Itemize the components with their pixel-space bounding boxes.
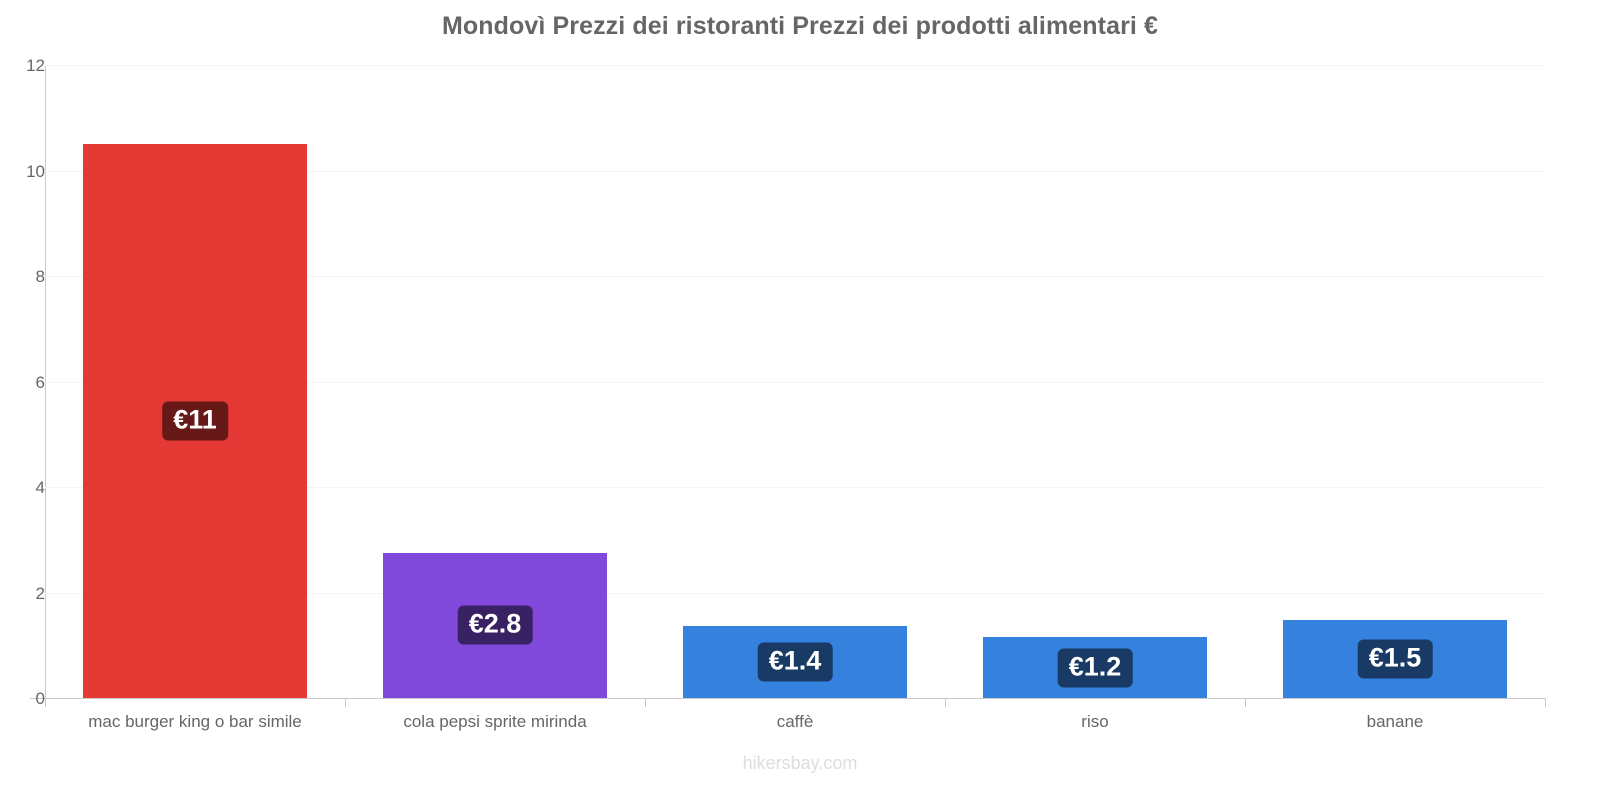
x-axis-tick — [1245, 698, 1246, 707]
y-axis-tick-label: 8 — [35, 267, 45, 286]
gridline — [45, 487, 1545, 488]
gridline — [45, 170, 1545, 172]
gridline — [45, 276, 1545, 277]
y-axis-tick-label: 12 — [26, 56, 45, 75]
gridline — [45, 592, 1545, 594]
chart-title: Mondovì Prezzi dei ristoranti Prezzi dei… — [441, 12, 1159, 40]
x-axis-tick — [1545, 698, 1546, 707]
x-axis-tick — [945, 698, 946, 707]
bar-value-label: €1.2 — [1057, 648, 1133, 688]
x-axis-tick-label: riso — [1081, 712, 1109, 731]
x-axis-tick-label: mac burger king o bar simile — [88, 712, 302, 731]
bar-value-label: €11 — [162, 401, 228, 441]
x-axis-tick — [345, 698, 346, 707]
y-axis-tick-label: 2 — [35, 583, 45, 603]
x-axis-line — [30, 698, 1545, 699]
gridline — [45, 381, 1545, 383]
x-axis-tick — [45, 698, 46, 707]
bar-value-label: €2.8 — [457, 605, 533, 645]
plot-area — [45, 65, 1545, 698]
bar-value-label: €1.5 — [1357, 639, 1433, 679]
y-axis-tick-label: 0 — [35, 689, 45, 708]
y-axis-tick-label: 6 — [35, 372, 45, 392]
x-axis-tick-label: cola pepsi sprite mirinda — [403, 712, 587, 731]
y-axis-tick-label: 4 — [35, 478, 45, 497]
gridline — [45, 65, 1545, 66]
bar-value-label: €1.4 — [757, 642, 833, 682]
x-axis-tick-label: caffè — [776, 712, 814, 731]
x-axis-tick-label: banane — [1366, 712, 1424, 731]
y-axis-tick-label: 10 — [26, 161, 45, 181]
footer-credit: hikersbay.com — [742, 753, 858, 773]
x-axis-tick — [645, 698, 646, 707]
